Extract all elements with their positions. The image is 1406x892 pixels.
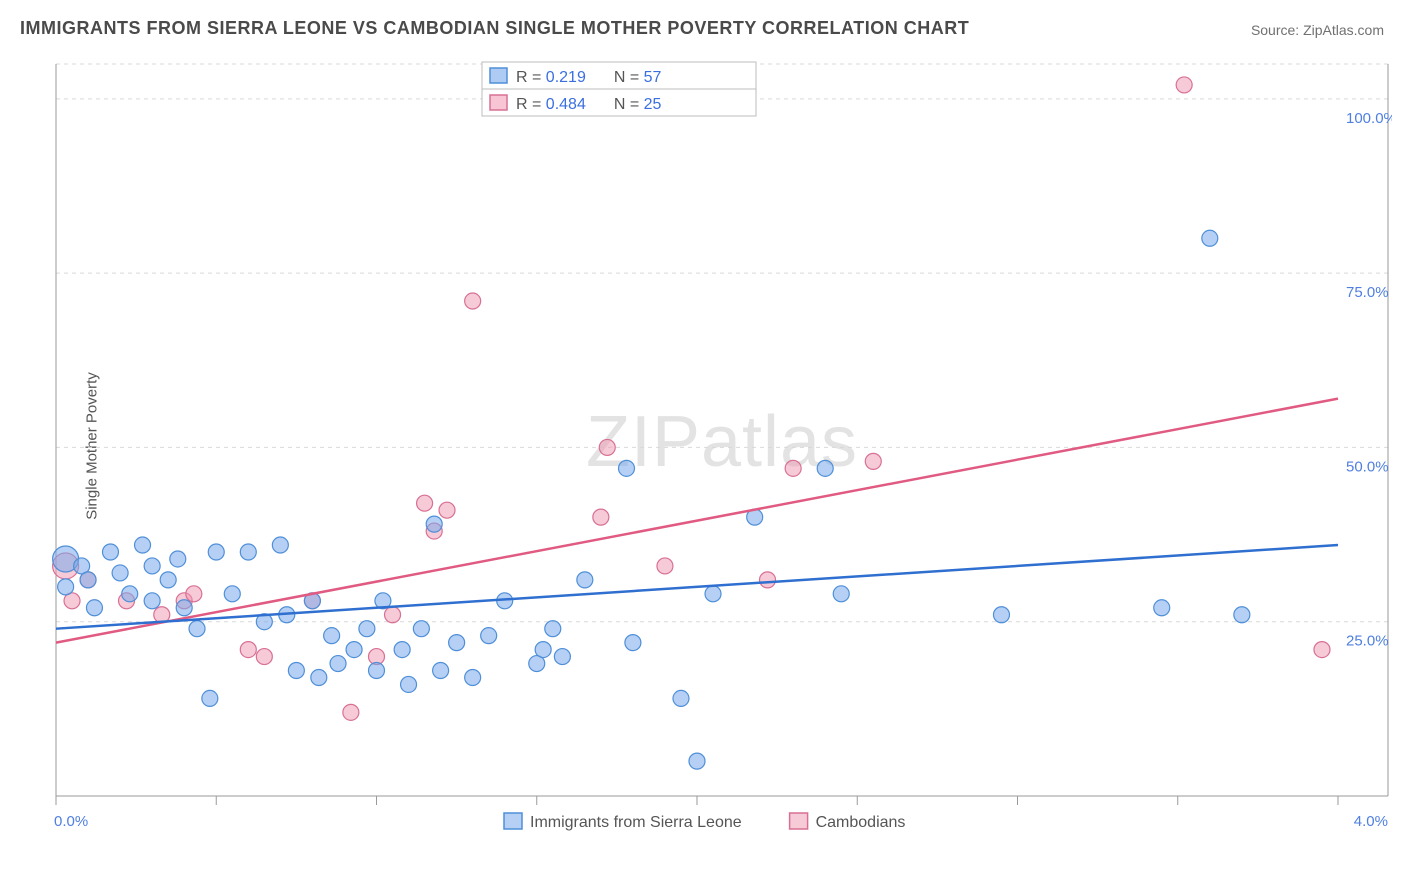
grid-lines: [56, 64, 1388, 622]
series-blue-points: [53, 230, 1250, 769]
source-link[interactable]: ZipAtlas.com: [1303, 22, 1384, 38]
bottom-legend: Immigrants from Sierra Leone Cambodians: [504, 813, 905, 831]
svg-text:Immigrants from Sierra Leone: Immigrants from Sierra Leone: [530, 814, 742, 831]
scatter-plot: ZIPatlas 25.0%50.0%75.0%100.0% 0.0%4.0% …: [52, 56, 1392, 836]
svg-text:25.0%: 25.0%: [1346, 633, 1389, 650]
svg-text:75.0%: 75.0%: [1346, 284, 1389, 301]
svg-text:100.0%: 100.0%: [1346, 110, 1392, 127]
svg-text:Cambodians: Cambodians: [816, 814, 906, 831]
stats-legend-box: R = 0.219N = 57R = 0.484N = 25: [482, 62, 756, 116]
y-tick-labels: 25.0% 50.0% 75.0% 100.0%: [1346, 110, 1392, 650]
axes: [56, 64, 1388, 805]
trend-lines: [56, 399, 1338, 643]
chart-container: Single Mother Poverty ZIPatlas 25.0%50.0…: [46, 56, 1392, 836]
source-prefix: Source:: [1251, 22, 1303, 38]
svg-text:0.0%: 0.0%: [54, 813, 88, 830]
svg-text:4.0%: 4.0%: [1354, 813, 1388, 830]
source-attribution: Source: ZipAtlas.com: [1251, 22, 1384, 38]
chart-title: IMMIGRANTS FROM SIERRA LEONE VS CAMBODIA…: [20, 18, 969, 39]
svg-text:50.0%: 50.0%: [1346, 458, 1389, 475]
series-pink-points: [53, 77, 1330, 720]
